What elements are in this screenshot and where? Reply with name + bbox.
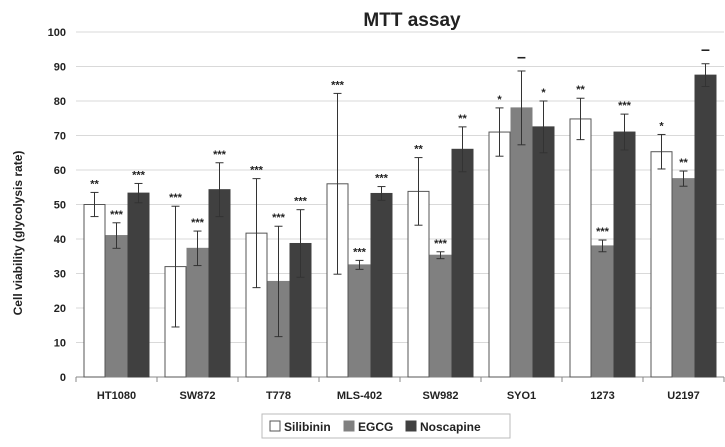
bar-noscapine-u2197 (694, 74, 717, 378)
y-axis-label: Cell viability (glycolysis rate) (11, 151, 25, 316)
legend-label-egcg: EGCG (358, 420, 393, 434)
significance-label: – (701, 42, 710, 59)
legend: Silibinin EGCG Noscapine (261, 413, 511, 439)
significance-label: *** (375, 173, 389, 185)
y-tick-label: 30 (54, 269, 66, 281)
significance-label: *** (213, 149, 227, 161)
significance-label: *** (169, 192, 183, 204)
bar-egcg-mls-402 (348, 264, 371, 378)
significance-label: *** (618, 100, 632, 112)
significance-label: ** (679, 157, 688, 169)
legend-swatch-noscapine (405, 420, 417, 432)
y-tick-label: 20 (54, 303, 66, 315)
significance-label: *** (353, 246, 367, 258)
significance-label: *** (191, 217, 205, 229)
x-tick-label: T778 (266, 390, 291, 402)
bar-egcg-syo1 (510, 107, 533, 378)
x-tick-label: SW982 (422, 390, 458, 402)
bar-egcg-sw872 (186, 247, 209, 378)
y-tick-label: 60 (54, 165, 66, 177)
legend-box (261, 413, 511, 439)
significance-label: – (517, 49, 526, 66)
y-tick-label: 70 (54, 131, 66, 143)
bar-noscapine-mls-402 (370, 192, 393, 378)
legend-swatch-egcg (343, 420, 355, 432)
bars: ****************************************… (83, 42, 717, 378)
x-tick-label: U2197 (667, 390, 699, 402)
significance-label: *** (294, 196, 308, 208)
x-tick-label: 1273 (590, 390, 614, 402)
legend-label-noscapine: Noscapine (420, 420, 481, 434)
y-tick-label: 40 (54, 234, 66, 246)
significance-label: ** (90, 178, 99, 190)
bar-egcg-1273 (591, 245, 614, 378)
significance-label: ** (414, 144, 423, 156)
bar-silibinin-u2197 (650, 151, 673, 378)
bar-noscapine-syo1 (532, 126, 555, 378)
chart-title: MTT assay (363, 10, 461, 31)
y-tick-label: 50 (54, 200, 66, 212)
bar-silibinin-syo1 (488, 131, 511, 378)
y-tick-label: 80 (54, 96, 66, 108)
bar-egcg-u2197 (672, 178, 695, 378)
bar-egcg-sw982 (429, 254, 452, 378)
bar-silibinin-ht1080 (83, 204, 106, 378)
y-tick-label: 100 (48, 27, 66, 39)
significance-label: *** (272, 212, 286, 224)
x-tick-label: MLS-402 (337, 390, 382, 402)
y-tick-label: 0 (60, 372, 66, 384)
x-tick-label: HT1080 (97, 390, 136, 402)
x-tick-label: SW872 (179, 390, 215, 402)
significance-label: *** (596, 226, 610, 238)
y-tick-label: 10 (54, 338, 66, 350)
legend-label-silibinin: Silibinin (284, 420, 331, 434)
significance-label: *** (331, 79, 345, 91)
significance-label: *** (110, 209, 124, 221)
x-tick-label: SYO1 (507, 390, 536, 402)
significance-label: ** (458, 113, 467, 125)
significance-label: *** (250, 165, 264, 177)
legend-swatch-silibinin (269, 420, 281, 432)
significance-label: *** (434, 238, 448, 250)
bar-noscapine-sw872 (208, 189, 231, 378)
y-tick-label: 90 (54, 62, 66, 74)
significance-label: * (659, 120, 664, 132)
significance-label: ** (576, 84, 585, 96)
significance-label: *** (132, 169, 146, 181)
bar-noscapine-sw982 (451, 148, 474, 378)
bar-noscapine-1273 (613, 131, 636, 378)
significance-label: * (497, 94, 502, 106)
bar-noscapine-ht1080 (127, 192, 150, 378)
bar-egcg-ht1080 (105, 235, 128, 378)
bar-silibinin-1273 (569, 118, 592, 378)
significance-label: * (541, 87, 546, 99)
